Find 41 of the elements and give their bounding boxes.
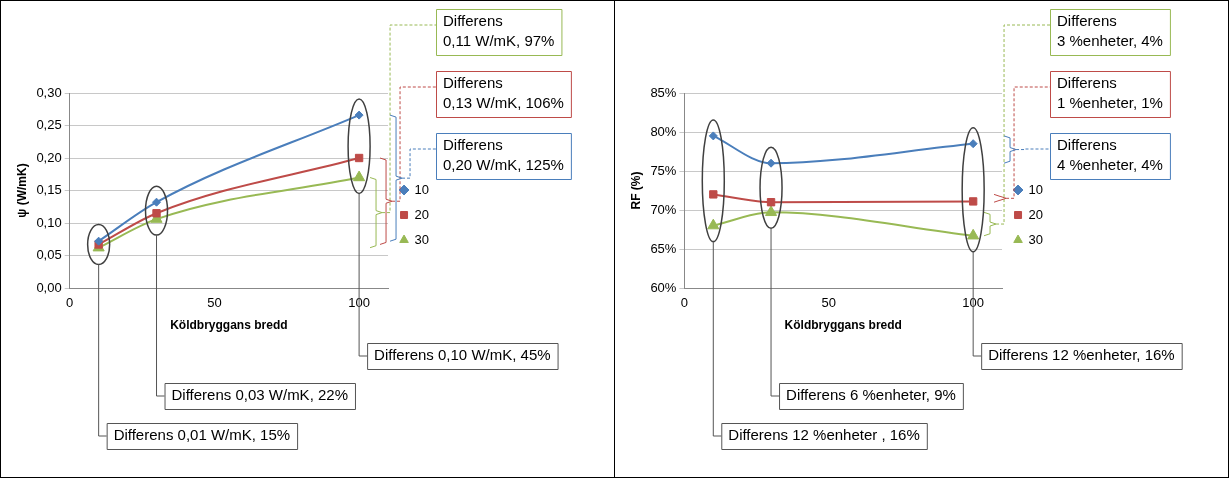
y-tick-label: 0,20 <box>36 149 62 165</box>
text: Differens 12 %enheter, 16% <box>988 345 1175 363</box>
text: Differens 4 %enheter, 4% <box>1057 135 1163 173</box>
text: Differens 3 %enheter, 4% <box>1057 11 1163 49</box>
y-tick-label: 65% <box>650 240 677 256</box>
x-tick-label: 50 <box>207 295 222 311</box>
x-axis-title: Köldbryggans bredd <box>784 318 902 333</box>
x-tick-label: 0 <box>680 295 689 311</box>
x-tick-label: 50 <box>821 295 837 311</box>
x-tick-label: 0 <box>66 295 74 311</box>
y-tick-label: 0,00 <box>36 279 62 295</box>
text: Differens 0,13 W/mK, 106% <box>443 73 564 111</box>
text: Differens 0,10 W/mK, 45% <box>374 345 551 363</box>
legend-label: 30 <box>414 231 430 247</box>
y-tick-label: 0,30 <box>36 84 62 100</box>
text: Differens 0,03 W/mK, 22% <box>171 385 348 403</box>
y-tick-label: 85% <box>650 84 677 100</box>
text: Differens 12 %enheter , 16% <box>728 425 920 443</box>
text: Differens 6 %enheter, 9% <box>786 385 956 403</box>
y-tick-label: 70% <box>650 201 677 217</box>
legend-label: 30 <box>1028 231 1044 247</box>
legend-label: 10 <box>414 181 430 197</box>
y-tick-label: 80% <box>650 123 677 139</box>
y-tick-label: 75% <box>650 162 677 178</box>
y-tick-label: 0,05 <box>36 247 62 263</box>
y-axis-title: ψ (W/mK) <box>14 163 29 218</box>
text: Differens 1 %enheter, 1% <box>1057 73 1163 111</box>
x-axis-title: Köldbryggans bredd <box>170 318 288 333</box>
legend-label: 20 <box>1028 206 1044 222</box>
y-tick-label: 0,15 <box>36 182 62 198</box>
text: Differens 0,20 W/mK, 125% <box>443 135 564 173</box>
x-tick-label: 100 <box>348 295 370 311</box>
y-axis-title: RF (%) <box>628 171 643 210</box>
y-tick-label: 0,10 <box>36 214 62 230</box>
x-tick-label: 100 <box>962 295 985 311</box>
legend-label: 20 <box>414 206 430 222</box>
text: Differens 0,11 W/mK, 97% <box>443 11 555 49</box>
y-tick-label: 60% <box>650 279 677 295</box>
y-tick-label: 0,25 <box>36 117 62 133</box>
text: Differens 0,01 W/mK, 15% <box>113 425 291 443</box>
legend-label: 10 <box>1028 181 1044 197</box>
